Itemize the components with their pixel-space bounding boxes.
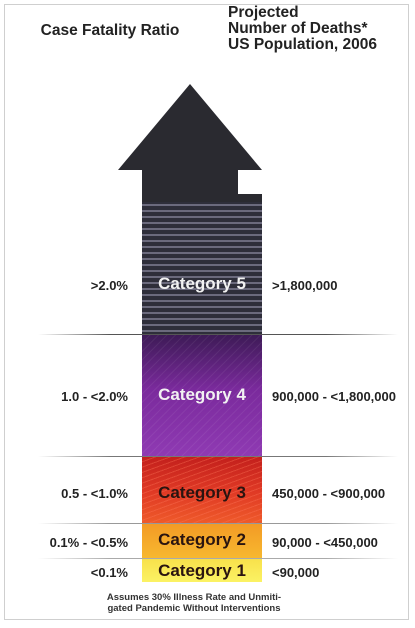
category-1-ratio: <0.1% [90,565,128,580]
footnote-line: gated Pandemic Without Interventions [107,603,281,614]
projected-deaths-heading-line: Projected [228,4,299,21]
category-5-deaths: >1,800,000 [272,278,338,293]
category-divider [38,558,398,559]
category-1-label: Category 1 [158,561,246,580]
category-2-band: Category 2 [142,523,262,558]
footnote-line: Assumes 30% Illness Rate and Unmiti- [106,592,282,603]
category-5-band-cap [142,194,262,202]
category-2-deaths: 90,000 - <450,000 [272,535,378,550]
projected-deaths-heading-line: Number of Deaths* [228,20,368,37]
projected-deaths-heading-line: US Population, 2006 [228,36,378,53]
arrow-head [118,84,262,195]
case-fatality-ratio-heading: Case Fatality Ratio [40,22,180,39]
category-4-label: Category 4 [158,385,246,404]
category-divider [38,334,398,335]
category-5-band: Category 5 [142,194,262,334]
category-4-band: Category 4 [142,334,262,456]
arrow-head-shape [118,84,262,195]
footnote: Assumes 30% Illness Rate and Unmiti- gat… [64,592,324,614]
category-4-ratio: 1.0 - <2.0% [61,389,128,404]
category-2-label: Category 2 [158,530,246,549]
category-5-label: Category 5 [158,274,246,293]
projected-deaths-heading: Projected Number of Deaths* US Populatio… [228,5,415,53]
category-3-label: Category 3 [158,483,246,502]
category-divider [38,523,398,524]
category-divider [38,456,398,457]
category-2-ratio: 0.1% - <0.5% [49,535,128,550]
category-1-band: Category 1 [142,558,262,582]
category-3-deaths: 450,000 - <900,000 [272,486,386,501]
category-4-deaths: 900,000 - <1,800,000 [272,389,396,404]
category-3-band: Category 3 [142,456,262,523]
category-3-ratio: 0.5 - <1.0% [61,486,128,501]
figure-frame [4,4,409,620]
category-1-deaths: <90,000 [272,565,320,580]
category-5-ratio: >2.0% [90,278,128,293]
